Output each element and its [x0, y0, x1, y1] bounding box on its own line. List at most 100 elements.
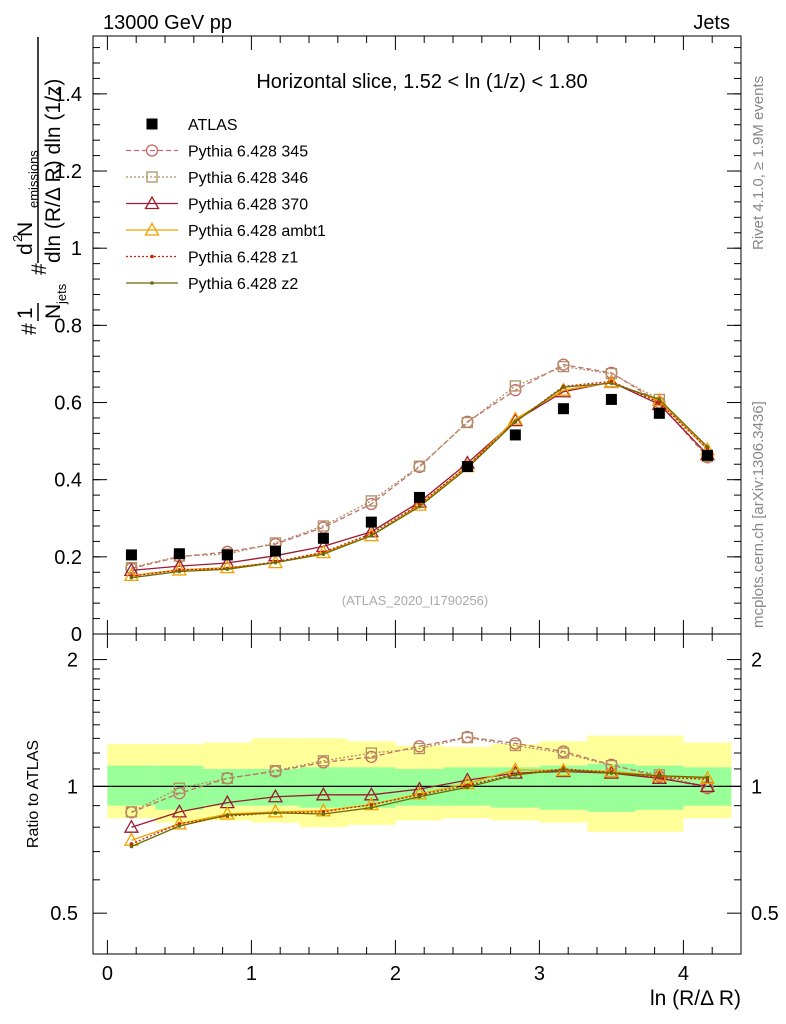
main-point-atlas	[365, 516, 377, 528]
ratio-point-pythia-6-428-z2	[321, 812, 326, 816]
ratio-point-pythia-6-428-z2	[609, 771, 614, 775]
ratio-point-pythia-6-428-z2	[417, 794, 422, 799]
ratio-ytick-label: 1	[67, 776, 78, 798]
ratio-point-pythia-6-428-z1	[129, 842, 134, 846]
ratio-ytick-label-right: 1	[751, 776, 762, 798]
legend-entry-pythia-6-428-z2: Pythia 6.428 z2	[126, 276, 298, 293]
ratio-point-pythia-6-428-z2	[129, 844, 134, 849]
legend-label-pythia-6-428-370: Pythia 6.428 370	[188, 197, 308, 214]
main-point-pythia-6-428-ambt1	[315, 544, 332, 559]
ratio-point-pythia-6-428-z2	[561, 767, 566, 772]
main-point-pythia-6-428-z2	[513, 420, 518, 424]
ylabel-hash-mid: #	[28, 263, 51, 275]
ratio-point-pythia-6-428-z2	[705, 775, 710, 780]
main-point-atlas	[461, 461, 473, 473]
main-point-pythia-6-428-346	[317, 520, 330, 532]
main-ytick-label: 0.8	[54, 315, 82, 337]
main-series-pythia-6-428-345	[125, 358, 714, 575]
ratio-point-pythia-6-428-z2	[465, 785, 470, 790]
main-point-pythia-6-428-ambt1	[123, 567, 140, 582]
ratio-point-pythia-6-428-370	[267, 788, 284, 803]
ratio-point-pythia-6-428-ambt1	[411, 786, 428, 800]
main-line-pythia-6-428-ambt1	[131, 381, 708, 577]
legend: ATLAS Pythia 6.428 345 Pythia 6.428 346 Pyt…	[126, 117, 326, 293]
main-ytick-label: 0.4	[54, 470, 82, 492]
main-ytick-label: 0	[71, 624, 82, 646]
main-line-pythia-6-428-370	[131, 381, 708, 571]
ratio-ytick-label: 2	[67, 650, 78, 672]
ratio-point-pythia-6-428-z2	[225, 813, 230, 817]
main-point-pythia-6-428-346	[557, 360, 570, 373]
main-series-pythia-6-428-z2	[129, 381, 710, 580]
ylabel-d2: d	[14, 243, 37, 255]
main-point-pythia-6-428-ambt1	[171, 562, 188, 576]
main-point-pythia-6-428-z2	[369, 533, 374, 538]
ratio-panel-frame	[92, 633, 742, 955]
x-tick-label: 4	[678, 963, 689, 985]
legend-label-pythia-6-428-ambt1: Pythia 6.428 ambt1	[188, 223, 326, 240]
main-point-pythia-6-428-ambt1	[507, 411, 523, 425]
legend-marker-pythia-6-428-z2	[150, 281, 154, 285]
ylabel-nemissions: N	[14, 222, 37, 237]
legend-entry-pythia-6-428-ambt1: Pythia 6.428 ambt1	[126, 222, 326, 240]
main-point-atlas	[653, 407, 665, 419]
ratio-series-group	[123, 730, 716, 849]
x-tick-label: 1	[246, 963, 257, 985]
main-point-atlas	[317, 532, 329, 544]
ratio-point-pythia-6-428-346	[557, 747, 570, 759]
legend-entry-atlas: ATLAS	[146, 117, 238, 134]
main-series-pythia-6-428-ambt1	[123, 374, 716, 582]
ylabel-denominator: dln (R/Δ R) dln (1/z)	[42, 79, 65, 263]
ratio-point-pythia-6-428-346	[461, 732, 474, 744]
ratio-point-pythia-6-428-346	[317, 755, 330, 767]
ratio-point-pythia-6-428-346	[509, 739, 522, 752]
ylabel-one: 1	[14, 307, 37, 319]
main-series-pythia-6-428-z1	[129, 379, 710, 578]
legend-entry-pythia-6-428-345: Pythia 6.428 345	[126, 144, 308, 161]
main-point-pythia-6-428-370	[555, 383, 572, 398]
ratio-band-green	[539, 765, 588, 810]
ratio-point-pythia-6-428-z2	[369, 805, 374, 810]
ratio-point-pythia-6-428-z1	[369, 802, 374, 807]
main-point-pythia-6-428-z2	[705, 445, 710, 449]
main-ytick-label: 1	[71, 238, 82, 260]
main-point-pythia-6-428-z2	[273, 560, 278, 565]
ratio-point-pythia-6-428-370	[699, 778, 716, 793]
ratio-point-pythia-6-428-ambt1	[315, 802, 332, 817]
ratio-point-pythia-6-428-z2	[177, 824, 182, 828]
main-point-atlas	[269, 545, 281, 557]
main-ytick-label: 1.4	[54, 84, 82, 106]
legend-label-atlas: ATLAS	[188, 117, 238, 134]
main-series-atlas	[125, 393, 713, 561]
ylabel-hash-top: #	[18, 323, 41, 335]
main-ytick-label: 0.6	[54, 393, 82, 415]
main-ytick-label: 1.2	[54, 161, 82, 183]
ylabel-njets: N	[42, 304, 65, 319]
x-axis-label: ln (R/Δ R)	[650, 987, 741, 1010]
main-line-pythia-6-428-z2	[131, 382, 708, 579]
main-point-pythia-6-428-z2	[225, 567, 230, 571]
x-tick-label: 2	[390, 963, 401, 985]
ratio-point-pythia-6-428-z2	[657, 773, 662, 778]
ratio-point-pythia-6-428-370	[363, 786, 379, 801]
main-point-pythia-6-428-346	[413, 460, 426, 472]
ratio-point-pythia-6-428-346	[701, 781, 714, 793]
ratio-point-pythia-6-428-370	[123, 819, 140, 833]
ylabel-jets-sub: jets	[54, 283, 69, 305]
main-point-atlas	[509, 429, 521, 441]
main-point-pythia-6-428-346	[365, 495, 378, 507]
header-left: 13000 GeV pp	[103, 12, 232, 34]
ratio-point-pythia-6-428-346	[365, 747, 378, 759]
ratio-ylabel: Ratio to ATLAS	[25, 740, 42, 848]
main-point-pythia-6-428-z2	[129, 575, 134, 580]
main-line-pythia-6-428-z1	[131, 380, 708, 577]
main-point-pythia-6-428-z2	[321, 552, 326, 556]
main-point-pythia-6-428-z1	[657, 400, 662, 405]
legend-marker-atlas	[146, 118, 158, 130]
ratio-ytick-label-right: 2	[751, 650, 762, 672]
main-point-atlas	[557, 403, 569, 415]
main-ylabel: # 1 N jets # d 2 N emissions dln (R/Δ R)…	[10, 37, 69, 335]
ratio-point-pythia-6-428-ambt1	[267, 804, 284, 818]
ratio-point-pythia-6-428-z2	[513, 773, 518, 777]
main-line-pythia-6-428-346	[131, 365, 708, 569]
